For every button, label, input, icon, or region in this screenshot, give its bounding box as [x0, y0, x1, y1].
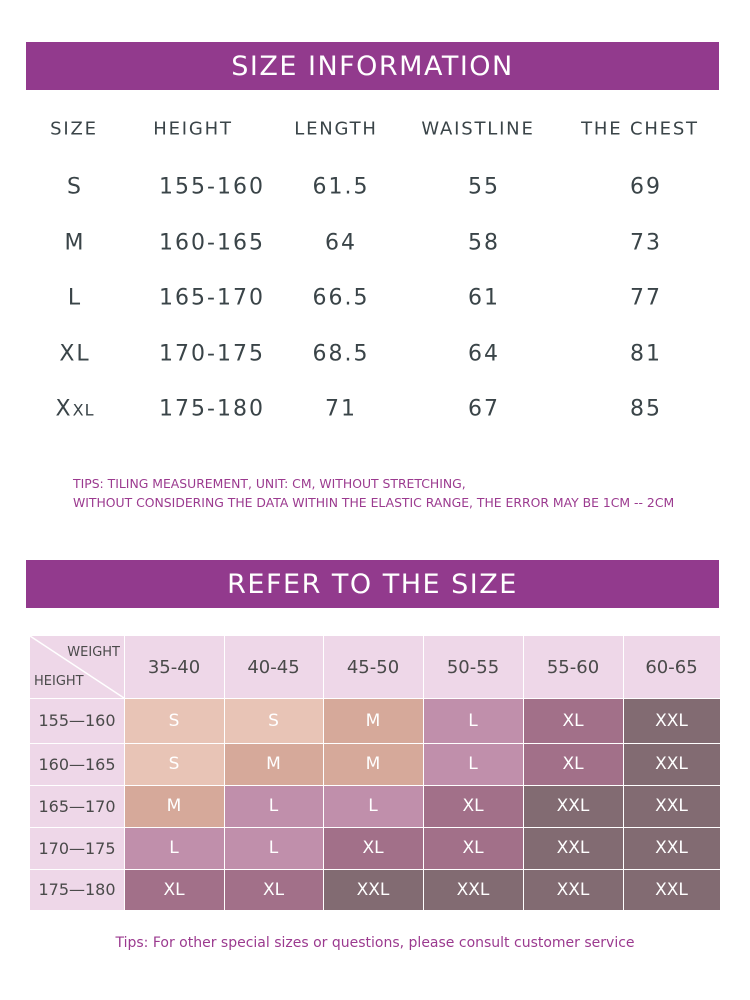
column-header-chest: THE CHEST: [581, 118, 699, 140]
size-cell: XL: [423, 785, 523, 827]
size-cell: XXL: [623, 698, 720, 743]
size-cell: XL: [323, 827, 423, 869]
cell-length: 66.5: [312, 285, 370, 311]
size-cell: S: [124, 743, 224, 785]
cell-length: 68.5: [312, 341, 370, 367]
column-header-size: SIZE: [50, 118, 98, 140]
corner-diagonal: [30, 636, 124, 698]
weight-header: 40-45: [224, 636, 323, 698]
size-cell: M: [323, 743, 423, 785]
size-cell: L: [124, 827, 224, 869]
measurement-tips: TIPS: TILING MEASUREMENT, UNIT: CM, WITH…: [73, 474, 674, 512]
tips-line-1: TIPS: TILING MEASUREMENT, UNIT: CM, WITH…: [73, 476, 466, 491]
cell-height: 160-165: [159, 230, 265, 256]
grid-divider: [30, 698, 720, 699]
size-information-banner: SIZE INFORMATION: [26, 42, 719, 90]
column-header-height: HEIGHT: [153, 118, 233, 140]
customer-service-tips: Tips: For other special sizes or questio…: [115, 935, 635, 951]
weight-header: 50-55: [423, 636, 523, 698]
cell-size: XL: [59, 341, 91, 367]
grid-divider: [423, 636, 424, 910]
cell-length: 61.5: [312, 174, 370, 200]
size-cell: XXL: [623, 743, 720, 785]
refer-size-title: REFER TO THE SIZE: [227, 568, 518, 600]
column-header-length: LENGTH: [294, 118, 378, 140]
size-cell: XL: [423, 827, 523, 869]
size-cell: S: [224, 698, 323, 743]
size-cell: XXL: [623, 869, 720, 910]
height-header: 155—160: [30, 698, 124, 743]
size-cell: XXL: [523, 785, 623, 827]
size-cell: XL: [523, 698, 623, 743]
cell-height: 155-160: [159, 174, 265, 200]
cell-size: S: [67, 174, 83, 200]
size-cell: XL: [224, 869, 323, 910]
grid-divider: [30, 743, 720, 744]
size-cell: L: [224, 827, 323, 869]
weight-header: 35-40: [124, 636, 224, 698]
size-cell: XL: [124, 869, 224, 910]
size-cell: XXL: [323, 869, 423, 910]
corner-height-label: HEIGHT: [34, 674, 84, 689]
cell-height: 165-170: [159, 285, 265, 311]
size-cell: L: [323, 785, 423, 827]
size-cell: L: [224, 785, 323, 827]
cell-chest: 81: [630, 341, 662, 367]
size-cell: XXL: [423, 869, 523, 910]
size-cell: M: [124, 785, 224, 827]
cell-length: 71: [325, 396, 357, 422]
grid-divider: [224, 636, 225, 910]
size-cell: XXL: [623, 785, 720, 827]
cell-waist: 55: [468, 174, 500, 200]
weight-header: 60-65: [623, 636, 720, 698]
cell-waist: 67: [468, 396, 500, 422]
grid-divider: [623, 636, 624, 910]
size-cell: XL: [523, 743, 623, 785]
grid-divider: [30, 869, 720, 870]
cell-length: 64: [325, 230, 357, 256]
weight-header: 45-50: [323, 636, 423, 698]
corner-cell: WEIGHT HEIGHT: [30, 636, 124, 698]
size-cell: L: [423, 743, 523, 785]
cell-chest: 85: [630, 396, 662, 422]
grid-divider: [30, 827, 720, 828]
cell-waist: 61: [468, 285, 500, 311]
size-cell: M: [323, 698, 423, 743]
grid-divider: [124, 636, 125, 910]
corner-weight-label: WEIGHT: [67, 645, 120, 660]
cell-chest: 69: [630, 174, 662, 200]
size-cell: S: [124, 698, 224, 743]
column-header-waist: WAISTLINE: [421, 118, 535, 140]
cell-size: XXL: [55, 396, 95, 422]
cell-waist: 64: [468, 341, 500, 367]
grid-divider: [523, 636, 524, 910]
height-header: 175—180: [30, 869, 124, 910]
cell-chest: 77: [630, 285, 662, 311]
cell-height: 170-175: [159, 341, 265, 367]
cell-size: M: [64, 230, 86, 256]
cell-size: L: [67, 285, 83, 311]
size-cell: XXL: [523, 827, 623, 869]
size-cell: M: [224, 743, 323, 785]
size-cell: L: [423, 698, 523, 743]
height-header: 170—175: [30, 827, 124, 869]
size-information-title: SIZE INFORMATION: [231, 50, 514, 82]
cell-waist: 58: [468, 230, 500, 256]
weight-height-size-grid: WEIGHT HEIGHT 35-40 40-45 45-50 50-55 55-60 60-…: [30, 636, 720, 910]
cell-chest: 73: [630, 230, 662, 256]
grid-divider: [323, 636, 324, 910]
height-header: 165—170: [30, 785, 124, 827]
weight-header: 55-60: [523, 636, 623, 698]
grid-divider: [30, 785, 720, 786]
refer-size-banner: REFER TO THE SIZE: [26, 560, 719, 608]
height-header: 160—165: [30, 743, 124, 785]
cell-height: 175-180: [159, 396, 265, 422]
tips-line-2: WITHOUT CONSIDERING THE DATA WITHIN THE …: [73, 495, 675, 510]
size-cell: XXL: [523, 869, 623, 910]
size-cell: XXL: [623, 827, 720, 869]
